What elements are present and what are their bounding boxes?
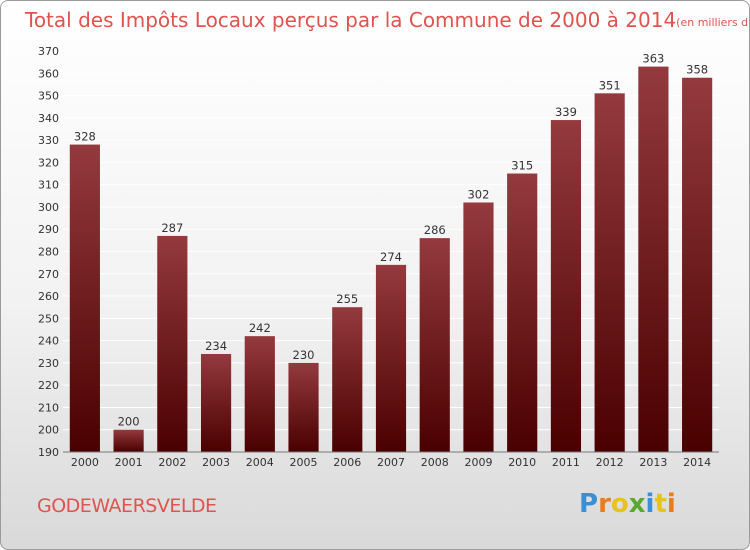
brand-letter: x [628, 489, 646, 519]
brand-letter: i [666, 489, 676, 519]
y-tick-label: 190 [38, 446, 59, 459]
bar-2001 [113, 429, 144, 452]
bar-2010 [507, 173, 538, 452]
y-tick-label: 340 [38, 112, 59, 125]
bar-2007 [375, 264, 407, 452]
x-tick-label: 2001 [115, 456, 143, 469]
y-tick-label: 300 [38, 201, 59, 214]
y-tick-label: 280 [38, 246, 59, 259]
bar-2009 [463, 202, 494, 452]
bar-2002 [157, 235, 188, 452]
bar-2008 [419, 238, 450, 452]
y-tick-label: 200 [38, 424, 59, 437]
y-tick-label: 290 [38, 223, 59, 236]
x-tick-label: 2010 [508, 456, 536, 469]
y-tick-label: 310 [38, 179, 59, 192]
x-tick-label: 2004 [246, 456, 274, 469]
value-label: 315 [511, 159, 533, 173]
value-label: 274 [380, 250, 402, 264]
bar-2006 [332, 307, 363, 452]
x-tick-label: 2005 [290, 456, 318, 469]
commune-name: GODEWAERSVELDE [37, 495, 217, 517]
brand-letter: o [610, 489, 629, 519]
bar-2005 [288, 362, 319, 452]
x-tick-label: 2011 [552, 456, 580, 469]
value-label: 363 [642, 52, 664, 66]
value-label: 234 [205, 339, 227, 353]
bar-2013 [638, 66, 669, 452]
value-label: 358 [686, 63, 708, 77]
value-label: 302 [467, 187, 489, 201]
y-tick-label: 220 [38, 379, 59, 392]
value-label: 287 [161, 221, 183, 235]
chart-title-group: Total des Impôts Locaux perçus par la Co… [24, 8, 749, 32]
brand-letter: r [598, 489, 611, 519]
bar-2003 [200, 353, 232, 452]
x-tick-label: 2000 [71, 456, 99, 469]
chart-subtitle: (en milliers d'€) [676, 16, 749, 29]
x-tick-label: 2009 [464, 456, 492, 469]
brand-letter: P [579, 489, 599, 519]
y-tick-label: 370 [38, 45, 59, 58]
x-tick-label: 2003 [202, 456, 230, 469]
y-tick-label: 230 [38, 357, 59, 370]
value-label: 286 [424, 223, 446, 237]
x-tick-label: 2008 [421, 456, 449, 469]
y-tick-label: 320 [38, 156, 59, 169]
y-axis-ticks: 190 200 210 220 230 240 250 260 270 280 290 300 310 3… [38, 45, 59, 459]
bar-2014 [682, 77, 713, 452]
y-tick-label: 270 [38, 268, 59, 281]
brand-logo: Proxiti [579, 489, 676, 519]
x-tick-label: 2014 [683, 456, 711, 469]
value-label: 242 [249, 321, 271, 335]
x-tick-label: 2013 [639, 456, 667, 469]
x-tick-label: 2006 [333, 456, 361, 469]
value-label: 328 [74, 130, 96, 144]
bars [69, 66, 713, 453]
value-label: 351 [599, 78, 621, 92]
brand-letter: i [645, 489, 655, 519]
y-tick-label: 210 [38, 401, 59, 414]
y-tick-label: 260 [38, 290, 59, 303]
value-label: 255 [336, 292, 358, 306]
y-tick-label: 240 [38, 335, 59, 348]
x-axis-ticks: 2000 2001 2002 2003 2004 2005 2006 2007 2008 2009… [71, 456, 711, 469]
y-tick-label: 360 [38, 67, 59, 80]
y-tick-label: 250 [38, 312, 59, 325]
value-label: 200 [118, 415, 140, 429]
bar-2000 [69, 144, 100, 453]
y-tick-label: 350 [38, 90, 59, 103]
bar-2004 [244, 336, 275, 452]
bar-2012 [594, 93, 625, 453]
value-labels: 328 200 287 234 242 230 255 274 286 302 315 339 351 3… [74, 52, 708, 429]
bar-2011 [550, 120, 582, 453]
value-label: 339 [555, 105, 577, 119]
chart-title: Total des Impôts Locaux perçus par la Co… [24, 8, 676, 32]
x-tick-label: 2007 [377, 456, 405, 469]
brand-letter: t [654, 489, 667, 519]
x-tick-label: 2002 [158, 456, 186, 469]
y-tick-label: 330 [38, 134, 59, 147]
value-label: 230 [293, 348, 315, 362]
x-tick-label: 2012 [596, 456, 624, 469]
